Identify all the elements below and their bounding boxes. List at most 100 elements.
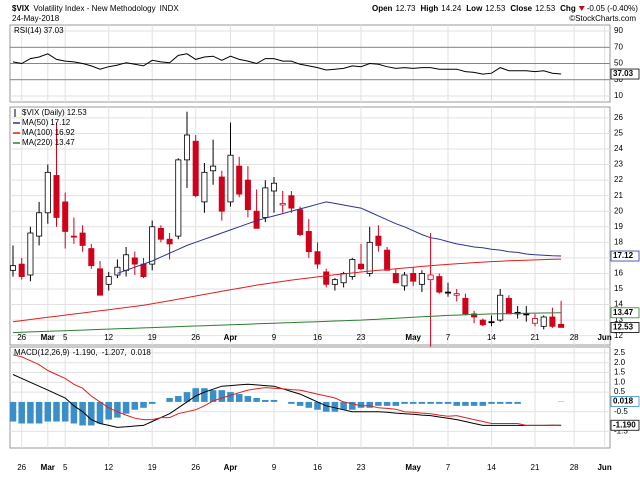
histogram-bar (375, 401, 382, 406)
candle-body (366, 241, 373, 274)
quote-value: -0.05 (-0.40%) (587, 4, 638, 13)
histogram-bar (453, 401, 460, 406)
candle-body (218, 176, 225, 212)
candle-body (62, 201, 69, 232)
candle-body (201, 171, 208, 203)
y-tick-label: -0.5 (614, 407, 628, 416)
x-tick-label: May (405, 333, 421, 342)
histogram-bar (218, 390, 226, 402)
y-tick-label: 2.5 (614, 348, 626, 357)
legend-value: -1.190 (73, 348, 96, 357)
x-tick-label: Mar (41, 333, 55, 342)
candle-body (88, 248, 95, 267)
series-line (12, 374, 562, 428)
y-tick-label: 26 (614, 113, 623, 122)
quote-value: 12.73 (395, 4, 416, 13)
x-tick-label: 12 (104, 333, 113, 342)
histogram-bar (322, 401, 330, 412)
histogram-bar (175, 396, 182, 402)
candle-body (453, 293, 460, 296)
x-tick-label: 19 (148, 333, 157, 342)
x-tick-label: 28 (570, 463, 579, 472)
axis-value-box (610, 419, 640, 431)
quote-label: Low (466, 4, 483, 13)
candle-body (18, 263, 25, 277)
candle-body (331, 279, 338, 285)
candle-body (471, 313, 478, 318)
date: 24-May-2018 (12, 14, 60, 23)
legend-label: MA(220) (22, 138, 53, 147)
candle-body (375, 235, 382, 246)
candle-body (427, 274, 434, 281)
x-tick-label: 16 (313, 333, 322, 342)
histogram-bar (27, 401, 34, 424)
legend-value: -1.207 (102, 348, 125, 357)
credit: ©StockCharts.com (569, 14, 636, 23)
histogram-bar (296, 401, 304, 406)
histogram-bar (192, 388, 199, 402)
histogram-bar (235, 394, 243, 402)
histogram-bar (427, 401, 434, 404)
histogram-bar (383, 401, 391, 406)
histogram-bar (462, 401, 469, 406)
quote-label: Close (510, 4, 532, 13)
y-tick-label: 21 (614, 191, 623, 200)
x-tick-label: 26 (17, 333, 26, 342)
histogram-bar (140, 401, 147, 408)
y-tick-label: 10 (614, 91, 623, 100)
histogram-bar (114, 401, 121, 418)
histogram-bar (105, 401, 112, 420)
histogram-bar (444, 401, 452, 404)
y-tick-label: -1.5 (614, 426, 628, 435)
panel-frame (9, 106, 611, 346)
histogram-bar (244, 396, 252, 402)
histogram-bar (122, 401, 130, 414)
candle-body (183, 134, 191, 161)
histogram-bar (253, 397, 260, 402)
histogram-bar (479, 401, 487, 406)
change-arrow (578, 6, 585, 11)
x-tick-label: Jun (597, 463, 611, 472)
x-tick-label: 21 (531, 333, 540, 342)
histogram-bar (166, 397, 173, 402)
histogram-bar (305, 401, 313, 408)
x-tick-label: Mar (41, 463, 55, 472)
candle-body (314, 251, 321, 265)
candle-body (349, 259, 356, 277)
candle-body (210, 165, 217, 172)
candle-body (123, 254, 130, 271)
quote-value: 12.53 (535, 4, 556, 13)
panel-frame (9, 346, 611, 449)
symbol: $VIX (12, 4, 30, 13)
series-line (12, 258, 562, 323)
candle-body (244, 179, 251, 211)
x-tick-label: May (405, 463, 421, 472)
x-tick-label: 9 (272, 333, 277, 342)
y-tick-label: 2.0 (614, 358, 626, 367)
candle-body (462, 297, 469, 315)
histogram-bar (70, 401, 78, 424)
y-tick-label: 15 (614, 284, 623, 293)
candle-body (236, 165, 243, 195)
x-tick-label: 9 (272, 463, 277, 472)
y-tick-label: 20 (614, 206, 623, 215)
axis-value-box (610, 68, 640, 80)
quote-value: 14.24 (441, 4, 462, 13)
histogram-bar (53, 401, 60, 422)
series-line (12, 312, 562, 334)
legend-value: 16.92 (55, 128, 76, 137)
x-tick-label: 26 (191, 463, 200, 472)
axis-value-label: 13.47 (613, 308, 634, 317)
candle-body (497, 294, 504, 321)
candle-body (479, 319, 486, 326)
histogram-bar (44, 401, 52, 422)
legend-separator: , (95, 348, 99, 357)
candle-body (149, 226, 156, 265)
y-tick-label: 14 (614, 300, 623, 309)
histogram-bar (131, 401, 139, 410)
histogram-bar (35, 401, 43, 424)
axis-value-box (610, 396, 640, 407)
histogram-bar (148, 401, 156, 404)
candle-body (279, 203, 286, 206)
